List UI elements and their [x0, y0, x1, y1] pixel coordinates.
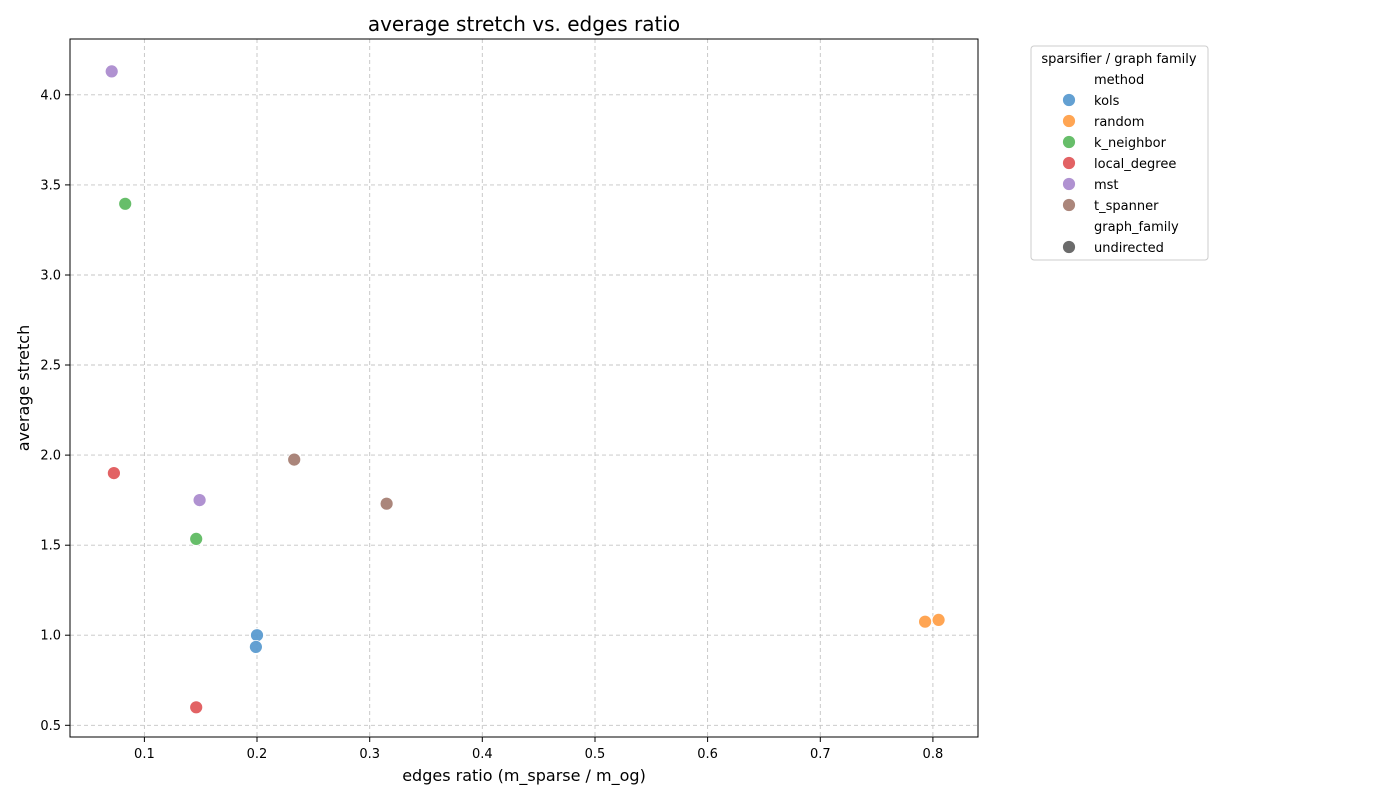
data-points — [104, 64, 946, 715]
legend-marker-random — [1062, 114, 1076, 128]
y-axis-label: average stretch — [14, 325, 33, 451]
data-point-kols — [250, 628, 264, 643]
axis-ticks: 0.1 0.2 0.3 0.4 0.5 0.6 0.7 0.8 0.5 1.0 1.5 2.0 2.5 3… — [40, 88, 943, 762]
data-point-t-spanner — [379, 496, 394, 511]
legend-marker-k-neighbor — [1062, 135, 1076, 149]
legend-undirected-label: undirected — [1094, 241, 1164, 256]
data-point-kols — [248, 640, 263, 654]
x-tick-label: 0.4 — [472, 747, 493, 762]
data-point-mst — [192, 493, 207, 508]
data-point-local-degree — [189, 700, 204, 715]
y-tick-label: 2.0 — [40, 449, 61, 464]
x-tick-label: 0.1 — [134, 747, 155, 762]
legend-marker-kols — [1062, 93, 1076, 107]
y-tick-label: 3.0 — [40, 269, 61, 284]
legend-undirected-marker — [1062, 240, 1076, 254]
plot-frame — [69, 38, 979, 738]
legend-label-kols: kols — [1094, 94, 1120, 109]
x-tick-label: 0.7 — [810, 747, 831, 762]
legend-label-local-degree: local_degree — [1094, 157, 1176, 172]
legend: sparsifier / graph family method kols ran… — [1030, 45, 1209, 261]
data-point-t-spanner — [287, 452, 302, 467]
data-point-k-neighbor — [118, 196, 133, 211]
x-tick-label: 0.5 — [585, 747, 606, 762]
data-point-mst — [104, 64, 119, 79]
data-point-k-neighbor — [189, 532, 204, 546]
data-point-local-degree — [107, 466, 121, 481]
legend-label-t-spanner: t_spanner — [1094, 199, 1159, 214]
x-tick-label: 0.3 — [359, 747, 380, 762]
y-tick-label: 2.5 — [40, 359, 61, 374]
legend-marker-mst — [1062, 177, 1076, 191]
y-tick-label: 4.0 — [40, 88, 61, 103]
legend-method-header: method — [1094, 73, 1144, 88]
data-point-random — [931, 613, 946, 627]
legend-label-k-neighbor: k_neighbor — [1094, 136, 1167, 151]
legend-marker-t-spanner — [1062, 198, 1076, 212]
x-tick-label: 0.6 — [697, 747, 718, 762]
legend-family-header: graph_family — [1094, 220, 1179, 235]
data-point-random — [918, 614, 932, 629]
legend-label-mst: mst — [1094, 178, 1119, 193]
x-tick-label: 0.8 — [923, 747, 944, 762]
y-tick-label: 3.5 — [40, 178, 61, 193]
legend-title: sparsifier / graph family — [1041, 52, 1197, 67]
x-tick-label: 0.2 — [247, 747, 268, 762]
y-tick-label: 0.5 — [40, 719, 61, 734]
legend-label-random: random — [1094, 115, 1144, 130]
x-axis-label: edges ratio (m_sparse / m_og) — [402, 766, 646, 786]
y-tick-label: 1.5 — [40, 539, 61, 554]
y-tick-label: 1.0 — [40, 629, 61, 644]
chart-title: average stretch vs. edges ratio — [368, 12, 680, 36]
legend-marker-local-degree — [1062, 156, 1076, 170]
